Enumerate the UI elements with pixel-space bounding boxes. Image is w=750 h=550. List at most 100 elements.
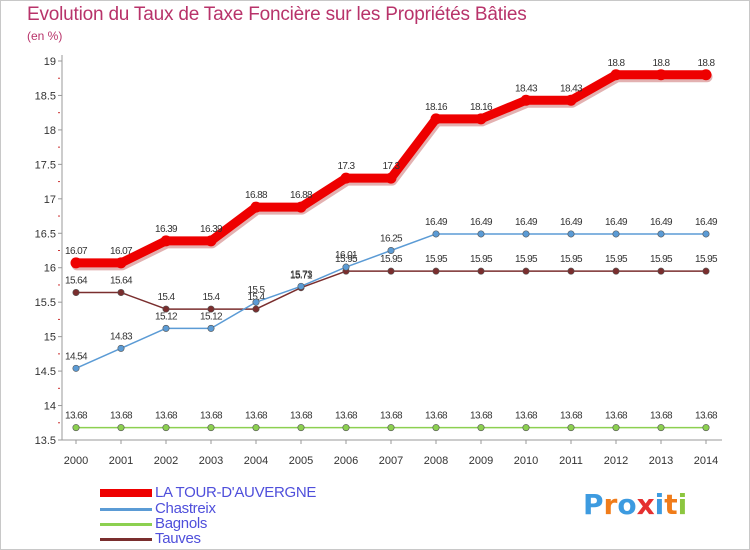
data-label: 16.39 — [155, 224, 178, 235]
x-tick-label: 2004 — [244, 455, 268, 467]
data-point — [522, 267, 530, 275]
data-point — [700, 69, 712, 81]
data-label: 17.3 — [337, 161, 355, 172]
data-label: 15.95 — [425, 254, 448, 265]
x-tick-label: 2013 — [649, 455, 673, 467]
unit-label: (en %) — [27, 29, 63, 43]
x-tick-label: 2010 — [514, 455, 538, 467]
data-point — [115, 257, 127, 269]
data-label: 15.95 — [470, 254, 493, 265]
x-tick-label: 2002 — [154, 455, 178, 467]
data-point — [387, 267, 395, 275]
data-point — [385, 172, 397, 184]
data-label: 15.71 — [290, 271, 313, 282]
y-tick-label: 16.5 — [35, 228, 56, 240]
y-tick-label: 17.5 — [35, 159, 56, 171]
data-point — [432, 267, 440, 275]
data-point — [612, 424, 620, 432]
data-point — [702, 230, 710, 238]
data-label: 15.12 — [155, 311, 178, 322]
data-point — [207, 324, 215, 332]
data-point — [522, 424, 530, 432]
data-point — [610, 69, 622, 81]
data-label: 15.73 — [290, 269, 313, 280]
y-tick-label: 18 — [44, 125, 56, 137]
data-label: 18.16 — [470, 102, 493, 113]
legend-label-bagnols: Bagnols — [155, 515, 208, 532]
legend-label-tauves: Tauves — [155, 530, 201, 547]
data-label: 15.4 — [202, 292, 220, 303]
data-point — [475, 113, 487, 125]
x-tick-label: 2008 — [424, 455, 448, 467]
x-tick-label: 2003 — [199, 455, 223, 467]
data-label: 17.3 — [382, 161, 400, 172]
data-point — [567, 424, 575, 432]
data-label: 16.49 — [695, 217, 718, 228]
data-point — [702, 267, 710, 275]
data-label: 13.68 — [380, 411, 403, 422]
data-point — [162, 424, 170, 432]
data-label: 13.68 — [650, 411, 673, 422]
data-label: 16.88 — [245, 190, 268, 201]
data-label: 18.8 — [652, 58, 670, 69]
data-label: 15.64 — [65, 276, 88, 287]
data-point — [387, 247, 395, 255]
data-point — [70, 257, 82, 269]
data-label: 16.07 — [65, 246, 88, 257]
data-label: 13.68 — [200, 411, 223, 422]
data-point — [567, 267, 575, 275]
logo-letter: r — [603, 488, 618, 521]
data-label: 16.49 — [560, 217, 583, 228]
data-label: 13.68 — [425, 411, 448, 422]
data-label: 13.68 — [65, 411, 88, 422]
data-point — [297, 282, 305, 290]
data-label: 15.95 — [515, 254, 538, 265]
x-tick-label: 2014 — [694, 455, 718, 467]
x-tick-label: 2001 — [109, 455, 133, 467]
data-label: 16.49 — [650, 217, 673, 228]
data-label: 15.95 — [380, 254, 403, 265]
data-label: 16.25 — [380, 234, 403, 245]
data-label: 16.07 — [110, 246, 133, 257]
data-label: 18.43 — [515, 83, 538, 94]
x-tick-label: 2000 — [64, 455, 88, 467]
series-0: 16.07 16.07 16.39 16.39 16.88 16.88 17.3 17.3 18… — [65, 58, 716, 271]
data-point — [657, 267, 665, 275]
data-point — [252, 298, 260, 306]
data-point — [117, 424, 125, 432]
data-label: 13.68 — [605, 411, 628, 422]
x-tick-label: 2006 — [334, 455, 358, 467]
data-label: 16.49 — [425, 217, 448, 228]
data-label: 15.95 — [605, 254, 628, 265]
data-point — [72, 364, 80, 372]
data-point — [295, 201, 307, 213]
data-point — [612, 230, 620, 238]
series-1: 14.54 14.83 15.12 15.12 15.5 15.73 16.01 16.25 1… — [65, 217, 719, 372]
data-label: 13.68 — [695, 411, 718, 422]
data-label: 15.5 — [247, 285, 265, 296]
data-point — [477, 230, 485, 238]
legend-swatch-chastreix — [100, 508, 152, 511]
data-point — [250, 201, 262, 213]
data-label: 15.95 — [560, 254, 583, 265]
data-label: 13.68 — [515, 411, 538, 422]
data-point — [432, 424, 440, 432]
legend-label-tour: LA TOUR-D'AUVERGNE — [155, 484, 317, 501]
chart-title: Evolution du Taux de Taxe Foncière sur l… — [27, 4, 527, 25]
data-label: 18.8 — [607, 58, 625, 69]
logo-letter: x — [636, 488, 655, 521]
data-point — [207, 424, 215, 432]
data-label: 16.49 — [515, 217, 538, 228]
data-point — [342, 263, 350, 271]
data-point — [567, 230, 575, 238]
y-tick-label: 14.5 — [35, 366, 56, 378]
data-label: 15.64 — [110, 276, 133, 287]
y-tick-label: 14 — [44, 401, 56, 413]
data-label: 14.83 — [110, 331, 133, 342]
data-label: 15.4 — [247, 292, 265, 303]
series-3: 15.64 15.64 15.4 15.4 15.4 15.71 15.95 15.95 15.… — [65, 254, 719, 313]
logo-letter: t — [664, 488, 678, 521]
logo-letter: i — [677, 488, 688, 521]
y-tick-label: 16 — [44, 263, 56, 275]
